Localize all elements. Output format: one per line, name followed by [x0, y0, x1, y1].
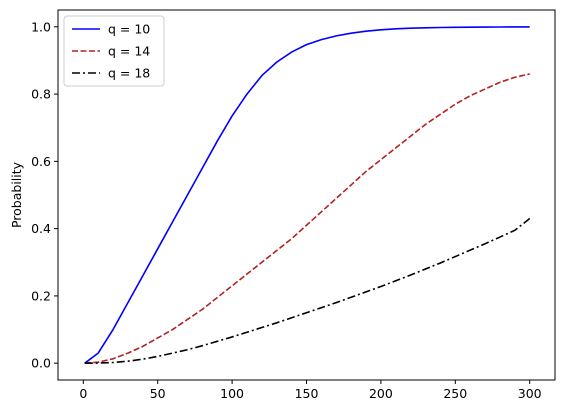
y-axis-label: Probability [9, 161, 24, 228]
series-line-2 [84, 73, 530, 364]
legend: q = 10 q = 14 q = 18 [63, 15, 165, 87]
legend-label: q = 14 [108, 44, 150, 59]
legend-label: q = 18 [108, 66, 150, 81]
x-tick-label: 250 [443, 386, 467, 401]
y-tick-label: 0.0 [31, 356, 51, 371]
y-tick-label: 0.8 [31, 87, 51, 102]
x-tick-label: 300 [518, 386, 542, 401]
y-tick-label: 0.6 [31, 154, 51, 169]
x-tick-label: 0 [79, 386, 87, 401]
series-line-1 [84, 26, 530, 364]
y-tick-label: 0.4 [31, 221, 51, 236]
plot-series-group [84, 26, 531, 364]
x-tick-label: 100 [220, 386, 244, 401]
x-axis-ticks: 0 50 100 150 200 250 300 [79, 380, 542, 401]
y-tick-label: 1.0 [31, 19, 51, 34]
series-line-3 [84, 217, 531, 364]
legend-label: q = 10 [108, 22, 150, 37]
x-tick-label: 200 [369, 386, 393, 401]
x-tick-label: 50 [150, 386, 166, 401]
y-axis-ticks: 0.0 0.2 0.4 0.6 0.8 1.0 [31, 19, 58, 371]
legend-box [63, 15, 165, 87]
x-tick-label: 150 [295, 386, 319, 401]
y-tick-label: 0.2 [31, 288, 51, 303]
